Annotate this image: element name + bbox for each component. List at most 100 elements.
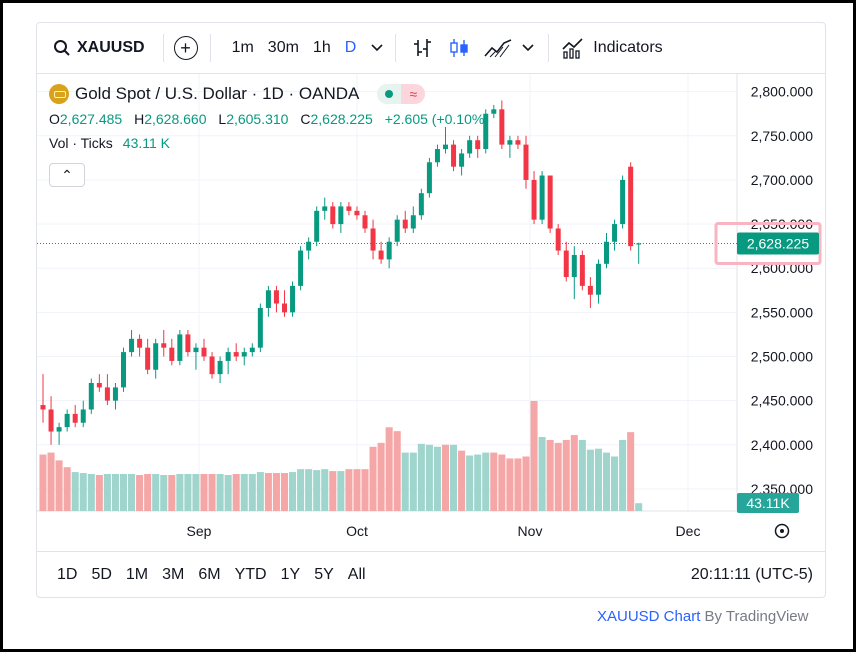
candle-body (571, 254, 577, 278)
candle-body (483, 113, 489, 150)
volume-bar (417, 443, 425, 511)
time-axis: Sep Oct Nov Dec (187, 523, 701, 539)
range-3m[interactable]: 3M (162, 566, 185, 583)
last-volume-label: 43.11K (746, 495, 790, 511)
candle-body (338, 206, 344, 225)
price-tick-label: 2,550.000 (751, 304, 813, 320)
interval-1h[interactable]: 1h (312, 39, 331, 56)
candle-body (265, 290, 271, 308)
candle-body (362, 215, 368, 229)
last-price-tag (737, 232, 819, 255)
candle-body (620, 179, 626, 225)
collapse-legend-button[interactable]: ⌃ (49, 163, 85, 187)
volume-bar (377, 442, 385, 511)
close-value: 2,628.225 (310, 111, 373, 127)
range-1m[interactable]: 1M (125, 566, 149, 583)
price-chart[interactable]: 2,800.0002,750.0002,700.0002,650.0002,60… (37, 74, 825, 551)
range-6m[interactable]: 6M (198, 566, 221, 583)
candle-body (257, 307, 263, 348)
range-5d[interactable]: 5D (91, 566, 112, 583)
candle-body (96, 382, 102, 388)
chevron-down-icon (522, 44, 534, 52)
volume-bar (474, 454, 482, 511)
volume-bar (329, 471, 337, 511)
clock-timezone[interactable]: 20:11:11 (UTC-5) (690, 566, 813, 583)
last-price-label: 2,628.225 (747, 236, 809, 252)
volume-bar (119, 474, 128, 511)
volume-bar (192, 474, 200, 511)
wave-icon: ≈ (401, 84, 426, 104)
axis-settings-button[interactable] (774, 523, 790, 539)
price-tick-label: 2,500.000 (751, 349, 813, 365)
candle-body (612, 224, 618, 242)
market-status-pill[interactable]: ≈ (377, 84, 426, 104)
bars-icon (414, 39, 432, 57)
candle-body (193, 347, 199, 353)
volume-bar (458, 450, 466, 511)
candle-body (579, 254, 585, 286)
interval-1m[interactable]: 1m (231, 39, 254, 56)
candle-body (169, 347, 175, 361)
range-1y[interactable]: 1Y (280, 566, 301, 583)
volume-bar (152, 474, 160, 511)
range-all[interactable]: All (347, 566, 366, 583)
volume-bar (200, 474, 208, 511)
volume-bar (208, 474, 216, 511)
candle-body (418, 193, 424, 216)
candle-body (370, 228, 376, 251)
candle-body (434, 149, 440, 163)
volume-bar (256, 472, 264, 511)
volume-bar (361, 469, 369, 511)
candle-body (394, 219, 400, 242)
bars-style-button[interactable] (412, 23, 434, 73)
indicators-button[interactable]: Indicators (561, 23, 663, 73)
volume-bar (264, 473, 272, 511)
candle-body (322, 206, 328, 211)
candle-body (386, 241, 392, 260)
candle-body (604, 241, 609, 264)
volume-bar (450, 444, 458, 511)
volume-bar (401, 452, 409, 511)
candle-body (523, 144, 529, 180)
range-ytd[interactable]: YTD (234, 566, 267, 583)
volume-bar (627, 432, 635, 511)
range-1d[interactable]: 1D (57, 566, 78, 583)
candle-body (426, 162, 432, 194)
candle-body (137, 338, 143, 348)
range-5y[interactable]: 5Y (314, 566, 334, 583)
area-chart-icon (484, 39, 512, 58)
volume-bar (482, 452, 490, 511)
volume-bar (586, 449, 594, 511)
candle-body (459, 153, 465, 167)
candle-body (443, 144, 448, 150)
symbol-search[interactable]: XAUUSD (53, 23, 145, 73)
volume-bar (425, 444, 433, 511)
candle-body (507, 140, 513, 145)
symbol-chart-link[interactable]: XAUUSD Chart (597, 608, 701, 625)
price-highlight-box (714, 222, 822, 266)
indicators-icon (562, 38, 583, 59)
interval-30m[interactable]: 30m (267, 39, 299, 56)
volume-bar (240, 474, 248, 511)
candles-style-button[interactable] (448, 23, 470, 73)
volume-bar (232, 474, 240, 511)
candle-body (153, 343, 159, 370)
top-toolbar: XAUUSD + 1m 30m 1h D (37, 23, 825, 74)
volume-bar (409, 452, 417, 511)
chart-style-dropdown[interactable] (522, 23, 534, 73)
interval-d[interactable]: D (344, 39, 357, 56)
time-tick-label: Oct (346, 523, 368, 539)
volume-bar (562, 439, 570, 511)
volume-bar (353, 469, 361, 511)
price-axis: 2,800.0002,750.0002,700.0002,650.0002,60… (751, 84, 813, 497)
volume-bar (369, 446, 377, 511)
time-tick-label: Dec (676, 523, 701, 539)
candle-body (475, 140, 481, 150)
tradingview-credit[interactable]: By TradingView (704, 608, 809, 625)
compare-button[interactable]: + (173, 23, 198, 73)
interval-dropdown[interactable] (371, 23, 383, 73)
area-style-button[interactable] (484, 23, 512, 73)
candle-body (225, 352, 231, 361)
volume-bar (554, 442, 562, 511)
indicators-label: Indicators (593, 39, 663, 56)
